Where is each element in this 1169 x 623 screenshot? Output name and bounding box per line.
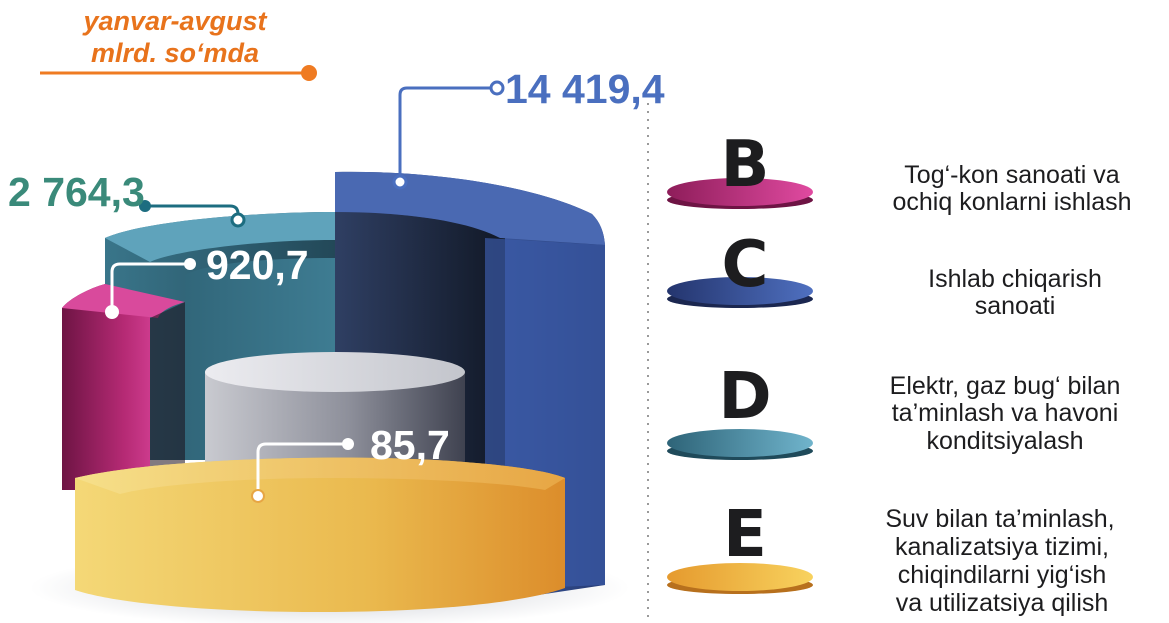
segment-b-wall (62, 284, 165, 490)
callout-c-line (398, 86, 495, 182)
callout-d-anchor (230, 212, 246, 228)
legend-text-d-1: Elektr, gaz bug‘ bilan (890, 372, 1121, 400)
segment-d-top (105, 212, 335, 262)
legend-disc-d (667, 429, 813, 457)
callout-d-line (145, 204, 240, 218)
callout-c-dot (489, 80, 505, 96)
legend-text-e-1: Suv bilan ta’minlash, (885, 505, 1114, 533)
callout-c-anchor (392, 174, 408, 190)
legend-text-e-2: kanalizatsiya tizimi, (895, 533, 1109, 561)
value-label-e: 85,7 (370, 422, 450, 468)
callout-d-dot (139, 200, 151, 212)
legend-letter-e: E (723, 498, 767, 572)
segment-e-top (75, 457, 565, 494)
segment-b-top (62, 284, 185, 318)
legend-disc-b (667, 178, 813, 206)
legend-disc-e (667, 563, 813, 591)
legend-text-b-1: Tog‘-kon sanoati va (904, 161, 1120, 189)
value-label-b: 920,7 (206, 242, 309, 288)
legend-item-d: D Elektr, gaz bug‘ bilan ta’minlash va h… (667, 360, 1120, 460)
segment-b-inner (150, 302, 185, 490)
callout-b-line (110, 262, 190, 310)
legend-text-b-2: ochiq konlarni ishlash (892, 188, 1131, 216)
value-label-d: 2 764,3 (8, 169, 145, 215)
segment-c-top (335, 171, 605, 245)
legend-text-e-3: chiqindilarni yig‘ish (898, 561, 1106, 589)
legend: B Tog‘-kon sanoati va ochiq konlarni ish… (667, 128, 1132, 617)
header-period: yanvar-avgust (81, 6, 267, 36)
header-unit: mlrd. so‘mda (91, 38, 259, 68)
legend-text-e-4: va utilizatsiya qilish (896, 589, 1109, 617)
callouts: 14 419,4 2 764,3 920,7 85,7 (8, 66, 665, 503)
callout-e-dot (342, 438, 354, 450)
segment-e (75, 457, 565, 612)
legend-text-c-2: sanoati (975, 292, 1056, 320)
core-top (205, 352, 465, 392)
legend-item-b: B Tog‘-kon sanoati va ochiq konlarni ish… (667, 128, 1132, 216)
legend-item-c: C Ishlab chiqarish sanoati (667, 228, 1102, 320)
callout-b-anchor (105, 305, 119, 319)
segment-e-wall (75, 457, 565, 612)
segment-c (335, 171, 605, 601)
legend-letter-d: D (718, 360, 771, 434)
callout-e-line (256, 442, 348, 495)
legend-disc-c (667, 277, 813, 305)
callout-e-anchor (251, 489, 265, 503)
legend-text-d-2: ta’minlash va havoni (892, 399, 1119, 427)
chart-header: yanvar-avgust mlrd. so‘mda (40, 6, 317, 81)
legend-letter-b: B (721, 128, 770, 202)
callout-b-dot (184, 258, 196, 270)
legend-item-e: E Suv bilan ta’minlash, kanalizatsiya ti… (667, 498, 1115, 617)
header-dot (301, 65, 317, 81)
legend-text-d-3: konditsiyalash (926, 427, 1083, 455)
legend-text-c-1: Ishlab chiqarish (928, 265, 1102, 293)
value-label-c: 14 419,4 (505, 66, 665, 112)
legend-letter-c: C (722, 228, 769, 302)
segment-b (62, 284, 185, 490)
